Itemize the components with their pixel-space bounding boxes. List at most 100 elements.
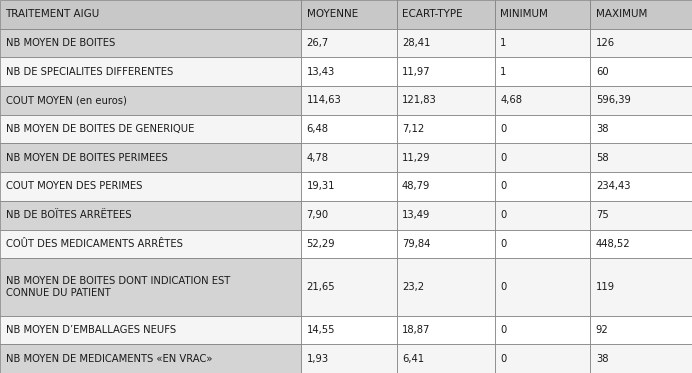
Bar (301, 258, 397, 316)
Bar (590, 57, 692, 86)
Bar (590, 316, 692, 344)
Bar (301, 57, 397, 86)
Bar (301, 201, 397, 229)
Bar (590, 229, 692, 258)
Bar (0, 258, 301, 316)
Text: NB MOYEN DE BOITES DE GENERIQUE: NB MOYEN DE BOITES DE GENERIQUE (6, 124, 194, 134)
Bar (590, 172, 692, 201)
Text: 0: 0 (500, 282, 507, 292)
Bar (590, 144, 692, 172)
Bar (397, 258, 495, 316)
Text: NB MOYEN DE BOITES DONT INDICATION EST
CONNUE DU PATIENT: NB MOYEN DE BOITES DONT INDICATION EST C… (6, 276, 230, 298)
Text: 4,68: 4,68 (500, 95, 522, 106)
Bar (397, 57, 495, 86)
Text: 13,43: 13,43 (307, 67, 335, 77)
Bar (397, 86, 495, 115)
Bar (0, 144, 301, 172)
Text: MOYENNE: MOYENNE (307, 9, 358, 19)
Text: 18,87: 18,87 (402, 325, 430, 335)
Text: 121,83: 121,83 (402, 95, 437, 106)
Bar (301, 172, 397, 201)
Text: 38: 38 (596, 354, 608, 364)
Text: 7,12: 7,12 (402, 124, 424, 134)
Text: 1: 1 (500, 38, 507, 48)
Bar (0, 229, 301, 258)
Text: 0: 0 (500, 239, 507, 249)
Text: 11,97: 11,97 (402, 67, 430, 77)
Bar (0, 316, 301, 344)
Text: 6,41: 6,41 (402, 354, 424, 364)
Text: 596,39: 596,39 (596, 95, 630, 106)
Text: COUT MOYEN (en euros): COUT MOYEN (en euros) (6, 95, 127, 106)
Text: 0: 0 (500, 182, 507, 191)
Bar (301, 316, 397, 344)
Bar (495, 86, 590, 115)
Bar (590, 0, 692, 29)
Text: 38: 38 (596, 124, 608, 134)
Text: NB DE BOÏTES ARRËTEES: NB DE BOÏTES ARRËTEES (6, 210, 131, 220)
Text: 79,84: 79,84 (402, 239, 430, 249)
Text: 4,78: 4,78 (307, 153, 329, 163)
Text: NB MOYEN DE MEDICAMENTS «EN VRAC»: NB MOYEN DE MEDICAMENTS «EN VRAC» (6, 354, 212, 364)
Bar (0, 29, 301, 57)
Text: ECART-TYPE: ECART-TYPE (402, 9, 463, 19)
Text: 48,79: 48,79 (402, 182, 430, 191)
Bar (495, 316, 590, 344)
Text: 1: 1 (500, 67, 507, 77)
Text: 26,7: 26,7 (307, 38, 329, 48)
Text: 75: 75 (596, 210, 608, 220)
Bar (397, 144, 495, 172)
Text: 1,93: 1,93 (307, 354, 329, 364)
Bar (590, 115, 692, 144)
Text: 0: 0 (500, 210, 507, 220)
Text: 21,65: 21,65 (307, 282, 335, 292)
Bar (0, 344, 301, 373)
Bar (495, 29, 590, 57)
Bar (397, 201, 495, 229)
Text: 0: 0 (500, 124, 507, 134)
Text: 52,29: 52,29 (307, 239, 335, 249)
Text: 92: 92 (596, 325, 608, 335)
Bar (495, 115, 590, 144)
Bar (397, 344, 495, 373)
Bar (495, 0, 590, 29)
Text: 0: 0 (500, 325, 507, 335)
Text: 58: 58 (596, 153, 608, 163)
Bar (397, 172, 495, 201)
Text: 23,2: 23,2 (402, 282, 424, 292)
Bar (495, 258, 590, 316)
Text: 126: 126 (596, 38, 615, 48)
Text: NB MOYEN D’EMBALLAGES NEUFS: NB MOYEN D’EMBALLAGES NEUFS (6, 325, 176, 335)
Text: COUT MOYEN DES PERIMES: COUT MOYEN DES PERIMES (6, 182, 142, 191)
Bar (495, 344, 590, 373)
Bar (301, 229, 397, 258)
Bar (590, 258, 692, 316)
Bar (590, 344, 692, 373)
Text: COÛT DES MEDICAMENTS ARRÊTES: COÛT DES MEDICAMENTS ARRÊTES (6, 239, 183, 249)
Text: 60: 60 (596, 67, 608, 77)
Bar (301, 86, 397, 115)
Bar (0, 57, 301, 86)
Bar (301, 115, 397, 144)
Bar (397, 229, 495, 258)
Text: 119: 119 (596, 282, 615, 292)
Bar (590, 29, 692, 57)
Text: MINIMUM: MINIMUM (500, 9, 548, 19)
Text: 11,29: 11,29 (402, 153, 430, 163)
Text: NB DE SPECIALITES DIFFERENTES: NB DE SPECIALITES DIFFERENTES (6, 67, 173, 77)
Text: MAXIMUM: MAXIMUM (596, 9, 647, 19)
Bar (397, 115, 495, 144)
Text: 13,49: 13,49 (402, 210, 430, 220)
Bar (0, 172, 301, 201)
Bar (397, 316, 495, 344)
Text: NB MOYEN DE BOITES: NB MOYEN DE BOITES (6, 38, 115, 48)
Bar (495, 144, 590, 172)
Bar (0, 115, 301, 144)
Bar (495, 172, 590, 201)
Bar (397, 0, 495, 29)
Text: 0: 0 (500, 354, 507, 364)
Text: 19,31: 19,31 (307, 182, 335, 191)
Text: 234,43: 234,43 (596, 182, 630, 191)
Bar (301, 0, 397, 29)
Bar (590, 86, 692, 115)
